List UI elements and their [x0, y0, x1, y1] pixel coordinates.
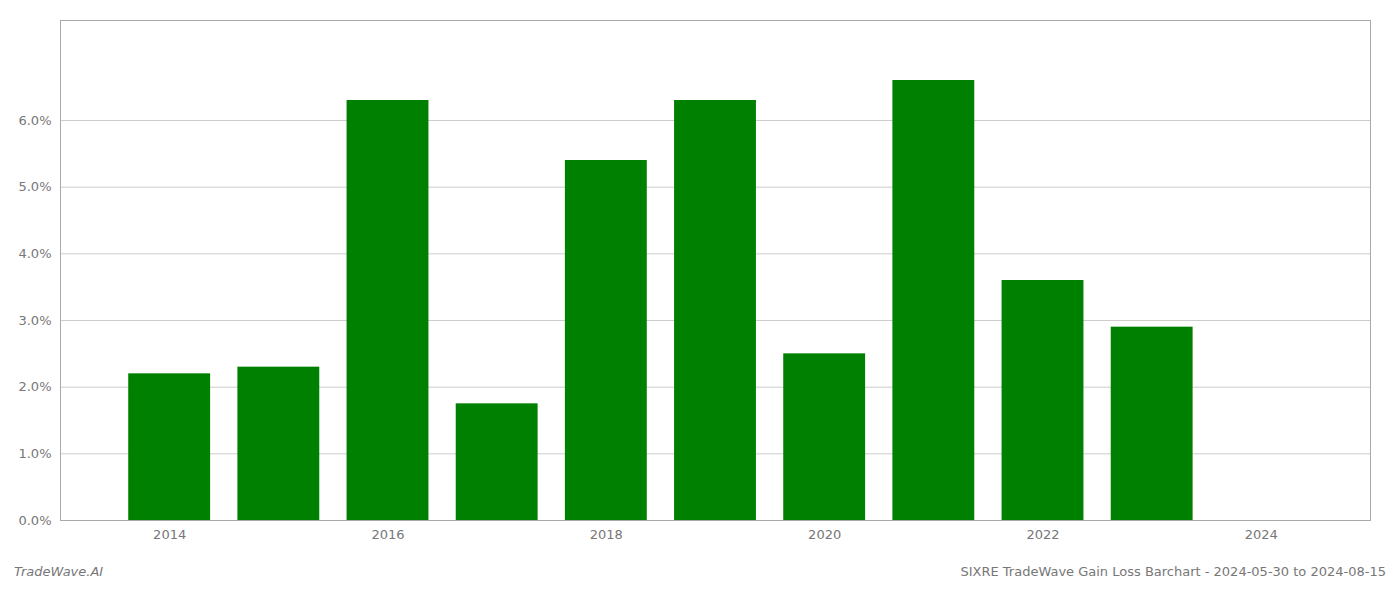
- html-text:TradeWave.AI: TradeWave.AI: [14, 564, 104, 579]
- svg-text:2022: 2022: [1026, 527, 1059, 542]
- svg-text:2024: 2024: [1245, 527, 1278, 542]
- svg-text:0.0%: 0.0%: [18, 513, 51, 528]
- svg-text:1.0%: 1.0%: [18, 446, 51, 461]
- html-text:SIXRE TradeWave Gain Loss Barc: SIXRE TradeWave Gain Loss Barchart - 202…: [960, 564, 1386, 579]
- svg-text:2.0%: 2.0%: [18, 379, 51, 394]
- svg-text:2020: 2020: [808, 527, 841, 542]
- svg-text:2018: 2018: [590, 527, 623, 542]
- svg-text:5.0%: 5.0%: [18, 179, 51, 194]
- svg-text:2016: 2016: [371, 527, 404, 542]
- svg-text:3.0%: 3.0%: [18, 313, 51, 328]
- svg-text:6.0%: 6.0%: [18, 113, 51, 128]
- svg-text:4.0%: 4.0%: [18, 246, 51, 261]
- svg-text:2014: 2014: [153, 527, 186, 542]
